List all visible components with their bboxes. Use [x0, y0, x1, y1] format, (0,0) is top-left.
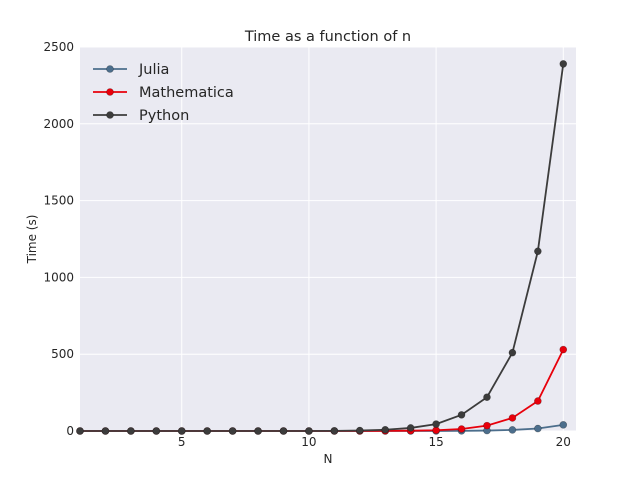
data-point-julia [559, 421, 568, 429]
x-tick-label: 10 [301, 435, 316, 449]
data-point-python [483, 393, 491, 402]
data-point-python [76, 427, 84, 435]
series-python [76, 60, 568, 435]
data-point-python [432, 420, 440, 428]
data-point-python [203, 427, 211, 435]
y-tick-label: 1500 [43, 194, 74, 208]
legend-label: Python [139, 108, 189, 124]
data-point-python [152, 427, 161, 435]
x-tick-label: 20 [556, 435, 571, 449]
data-point-python [228, 427, 237, 435]
data-point-python [381, 425, 390, 434]
chart-title: Time as a function of n [244, 29, 411, 45]
series-layer [76, 60, 568, 435]
legend-marker [106, 111, 114, 119]
y-tick-label: 0 [66, 424, 74, 438]
data-point-python [508, 348, 517, 357]
tick-labels: 0 500 1000 1500 2000 2500 5 10 15 20 [43, 40, 570, 449]
y-tick-label: 2500 [43, 40, 74, 54]
x-tick-label: 15 [428, 435, 443, 449]
data-point-python [406, 424, 415, 432]
data-point-python [177, 427, 186, 435]
y-tick-label: 1000 [43, 270, 74, 284]
data-point-python [254, 427, 262, 435]
data-point-python [279, 427, 288, 435]
data-point-python [559, 60, 568, 68]
plot-area [80, 47, 576, 431]
data-point-mathematica [534, 397, 542, 405]
x-tick-label: 5 [178, 435, 186, 449]
legend-marker [106, 65, 114, 73]
legend-item-python: Python [93, 108, 189, 124]
y-axis-label: Time (s) [25, 215, 39, 265]
legend-item-mathematica: Mathematica [93, 85, 234, 101]
data-point-python [534, 247, 542, 256]
data-point-julia [508, 426, 517, 434]
data-point-mathematica [508, 414, 517, 422]
data-point-python [355, 426, 364, 435]
x-axis-label: N [324, 452, 333, 466]
data-point-python [101, 427, 110, 435]
data-point-python [127, 427, 135, 435]
legend-label: Mathematica [139, 85, 234, 101]
data-point-python [457, 411, 466, 419]
legend-marker [106, 88, 114, 96]
data-point-python [305, 427, 313, 435]
data-point-mathematica [559, 345, 568, 354]
data-point-mathematica [483, 421, 491, 430]
data-point-python [330, 427, 339, 435]
y-tick-label: 500 [51, 347, 74, 361]
grid-lines [80, 46, 576, 432]
legend-item-julia: Julia [93, 62, 169, 78]
data-point-julia [534, 424, 542, 433]
data-point-mathematica [457, 425, 466, 433]
legend: Julia Mathematica Python [93, 62, 234, 124]
y-tick-label: 2000 [43, 117, 74, 131]
legend-label: Julia [138, 62, 169, 78]
series-line-python [80, 63, 565, 432]
